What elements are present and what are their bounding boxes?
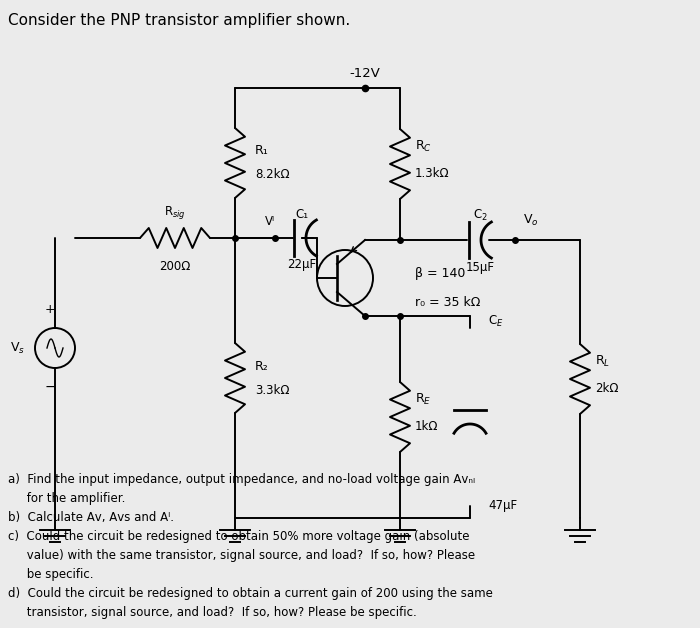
Text: r₀ = 35 kΩ: r₀ = 35 kΩ xyxy=(415,296,480,310)
Text: C$_E$: C$_E$ xyxy=(488,313,503,328)
Text: +: + xyxy=(45,303,55,316)
Text: -12V: -12V xyxy=(349,67,380,80)
Text: a)  Find the input impedance, output impedance, and no-load voltage gain Aᴠₙₗ
  : a) Find the input impedance, output impe… xyxy=(8,473,493,619)
Text: 15μF: 15μF xyxy=(466,261,494,274)
Text: C₁: C₁ xyxy=(295,208,309,221)
Text: 8.2kΩ: 8.2kΩ xyxy=(255,168,290,181)
Text: β = 140: β = 140 xyxy=(415,266,466,279)
Text: V$_s$: V$_s$ xyxy=(10,340,25,355)
Text: −: − xyxy=(44,380,56,394)
Text: Vᴵ: Vᴵ xyxy=(265,215,275,228)
Text: R₂: R₂ xyxy=(255,359,269,372)
Text: V$_o$: V$_o$ xyxy=(523,213,538,228)
Text: R₁: R₁ xyxy=(255,144,269,158)
Text: 2kΩ: 2kΩ xyxy=(595,382,619,396)
Text: R$_L$: R$_L$ xyxy=(595,354,610,369)
Text: R$_{sig}$: R$_{sig}$ xyxy=(164,204,186,221)
Text: 200Ω: 200Ω xyxy=(160,260,190,273)
Text: C$_2$: C$_2$ xyxy=(473,208,487,223)
Text: Consider the PNP transistor amplifier shown.: Consider the PNP transistor amplifier sh… xyxy=(8,13,350,28)
Text: 1.3kΩ: 1.3kΩ xyxy=(415,168,449,180)
Text: 3.3kΩ: 3.3kΩ xyxy=(255,384,290,396)
Text: R$_C$: R$_C$ xyxy=(415,138,432,154)
Text: 1kΩ: 1kΩ xyxy=(415,421,438,433)
Text: R$_E$: R$_E$ xyxy=(415,391,431,406)
Text: 47μF: 47μF xyxy=(488,499,517,512)
Text: 22μF: 22μF xyxy=(288,258,316,271)
